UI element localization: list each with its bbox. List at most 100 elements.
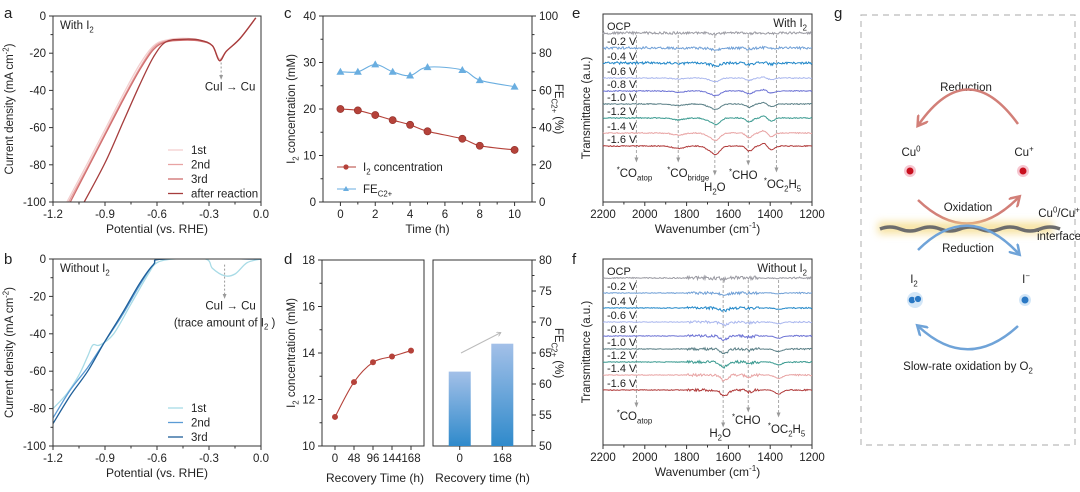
x-tick-label: -1.2 xyxy=(43,453,63,465)
panel-label-f: f xyxy=(572,251,577,268)
i-minus-atom-icon xyxy=(1021,296,1029,304)
slow-oxidation-label: Slow-rate oxidation by O2 xyxy=(903,361,1033,375)
x-tick-label: 1800 xyxy=(674,452,700,464)
trace-label: -0.4 V xyxy=(607,51,637,63)
trend-arrow xyxy=(460,333,500,354)
trace-label: -1.4 V xyxy=(607,363,637,375)
trace-label: -1.6 V xyxy=(607,134,637,146)
spectrum-trace xyxy=(602,101,813,111)
panel-label-a: a xyxy=(4,5,13,22)
y-axis-title-right: FEC2+ (%) xyxy=(550,328,564,378)
x-tick-label: 0 xyxy=(332,453,338,465)
y-axis-title: I2 concentration (mM) xyxy=(286,54,300,164)
plot-frame xyxy=(432,259,533,447)
chart-panel-b: 1st 2nd 3rd -1.2 -0.9 -0.6 -0.3 0.0 -100 -80 -60 -4… xyxy=(1,254,275,480)
y-tick-label: 65 xyxy=(539,348,552,360)
y-tick-label: 0 xyxy=(40,254,46,266)
x-tick-label: -0.9 xyxy=(95,453,115,465)
y-tick-label: 30 xyxy=(303,58,316,70)
chart-panel-e: 2200 2000 1800 1600 1400 1200 *COatop *CObridge… xyxy=(581,13,825,236)
y-tick-label: 20 xyxy=(303,104,316,116)
data-point xyxy=(510,82,519,90)
legend-label: 1st xyxy=(191,145,207,157)
spectrum-trace xyxy=(602,30,813,36)
trace-label: -0.4 V xyxy=(607,296,637,308)
y-tick-label: 0 xyxy=(40,11,46,23)
spectrum-trace xyxy=(602,129,812,142)
peak-annotation-note: (trace amount of I2 ) xyxy=(174,317,276,331)
y-tick-label: 12 xyxy=(302,395,315,407)
y-axis-title: Transmittance (a.u.) xyxy=(581,301,593,404)
y-axis-title-right: FEC2+ (%) xyxy=(550,84,564,134)
trace-label: -0.6 V xyxy=(607,310,637,322)
chart-panel-f: 2200 2000 1800 1600 1400 1200 *COatop H2O*CHO *O… xyxy=(581,258,825,479)
cu0-atom-icon xyxy=(906,167,914,175)
y-tick-label: -60 xyxy=(29,366,46,378)
x-axis-title: Wavenumber (cm-1) xyxy=(655,221,761,236)
data-point xyxy=(510,146,519,154)
condition-label: With I2 xyxy=(60,20,94,34)
y-tick-label: -20 xyxy=(29,48,46,60)
x-axis-title: Potential (vs. RHE) xyxy=(106,466,208,480)
spectrum-trace xyxy=(602,319,813,327)
legend-label: 3rd xyxy=(191,174,208,186)
data-point xyxy=(388,67,397,75)
mechanism-schematic: Reduction Cu0 Cu+ Oxidation Cu0/Cu+ interface… xyxy=(860,14,1080,446)
x-tick-label: 168 xyxy=(493,453,512,465)
trace-label: OCP xyxy=(607,21,631,33)
cu-plus-label: Cu+ xyxy=(1014,144,1034,159)
band-label: *OC2H5 xyxy=(764,176,802,193)
x-axis-title: Wavenumber (cm-1) xyxy=(655,464,761,479)
x-axis-title: Recovery time (h) xyxy=(435,471,530,485)
x-tick-label: 1600 xyxy=(716,452,742,464)
oxidation-label: Oxidation xyxy=(944,202,993,214)
spectrum-trace xyxy=(602,115,813,126)
peak-annotation: CuI → Cu xyxy=(205,81,256,93)
data-point xyxy=(389,353,395,360)
x-tick-label: 1200 xyxy=(799,209,825,221)
legend-label: after reaction xyxy=(191,189,258,201)
panel-label-b: b xyxy=(4,251,12,268)
data-point xyxy=(371,60,380,68)
trace-label: -0.6 V xyxy=(607,66,637,78)
data-point xyxy=(351,379,357,386)
y-tick-label: 60 xyxy=(539,85,552,97)
legend-marker xyxy=(343,164,349,170)
legend-label: I2 concentration xyxy=(363,162,443,176)
data-point xyxy=(336,67,345,75)
y-axis-title: Transmittance (a.u.) xyxy=(581,57,593,160)
panel-label-d: d xyxy=(284,251,292,268)
spectrum-trace xyxy=(602,359,813,369)
reduction-label-mid: Reduction xyxy=(942,243,994,255)
y-tick-label: 16 xyxy=(302,302,315,314)
x-tick-label: 2000 xyxy=(632,452,658,464)
spectrum-trace xyxy=(602,333,813,342)
condition-label: With I2 xyxy=(773,18,807,32)
data-point xyxy=(475,76,484,84)
spectrum-trace xyxy=(602,346,812,355)
spectrum-trace xyxy=(602,88,813,97)
data-point xyxy=(406,71,415,79)
y-tick-label: 0 xyxy=(310,197,316,209)
x-tick-label: 96 xyxy=(367,453,380,465)
x-tick-label: 2200 xyxy=(590,209,616,221)
data-point xyxy=(475,141,484,150)
x-tick-label: -0.9 xyxy=(95,209,115,221)
y-tick-label: -20 xyxy=(29,291,46,303)
y-tick-label: 80 xyxy=(539,255,552,267)
y-tick-label: -40 xyxy=(29,329,46,341)
band-label: *COatop xyxy=(617,165,653,182)
trace-label: -1.0 V xyxy=(607,92,637,104)
trace-label: -1.2 V xyxy=(607,106,637,118)
y-tick-label: 10 xyxy=(303,151,316,163)
x-tick-label: 4 xyxy=(407,209,414,221)
legend-label: 3rd xyxy=(191,432,208,444)
y-tick-label: 20 xyxy=(539,160,552,172)
data-point xyxy=(406,120,414,129)
data-point xyxy=(458,65,467,73)
y-tick-label: -100 xyxy=(23,441,46,453)
trace-label: -0.2 V xyxy=(607,281,637,293)
x-tick-label: 0 xyxy=(337,209,343,221)
data-point xyxy=(353,106,362,115)
x-tick-label: -0.3 xyxy=(199,209,219,221)
